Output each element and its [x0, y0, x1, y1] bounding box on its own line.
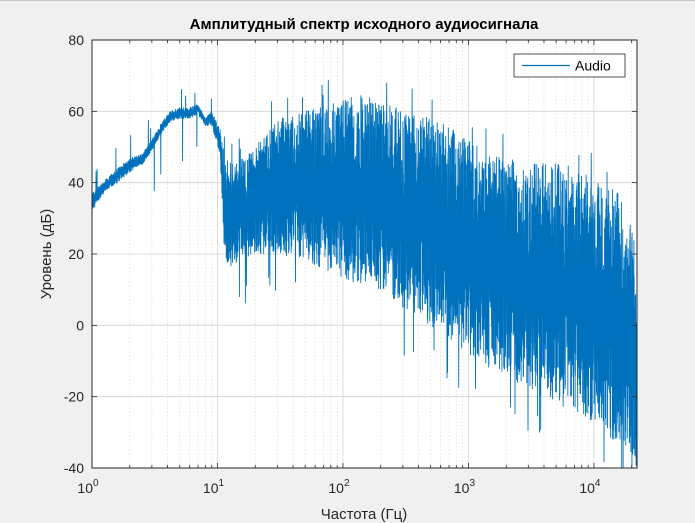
x-tick-exponent: 4 [595, 478, 601, 489]
y-tick-label: 80 [68, 32, 84, 48]
x-tick-exponent: 2 [344, 478, 350, 489]
legend-label-audio: Audio [575, 58, 611, 74]
x-tick-exponent: 1 [218, 478, 224, 489]
x-tick-exponent: 0 [93, 478, 99, 489]
x-tick-label: 100 [77, 478, 99, 496]
x-axis-label: Частота (Гц) [321, 506, 407, 523]
y-tick-label: 0 [76, 317, 84, 333]
y-tick-label: 40 [68, 175, 84, 191]
y-tick-label: 60 [68, 103, 84, 119]
series-audio-trace [91, 79, 638, 469]
x-tick-label: 101 [203, 478, 225, 496]
legend[interactable]: Audio [513, 53, 626, 78]
x-tick-exponent: 3 [469, 478, 475, 489]
y-tick-label: 20 [68, 246, 84, 262]
x-tick-label: 103 [454, 478, 476, 496]
axis-ticks [91, 39, 637, 469]
y-tick-label: -20 [64, 389, 84, 405]
chart-title: Амплитудный спектр исходного аудиосигнал… [190, 16, 539, 33]
y-axis-label: Уровень (дБ) [38, 209, 55, 300]
x-tick-label: 102 [328, 478, 350, 496]
series-line-audio [91, 79, 638, 469]
x-tick-label: 104 [579, 478, 601, 496]
y-tick-label: -40 [64, 460, 84, 476]
